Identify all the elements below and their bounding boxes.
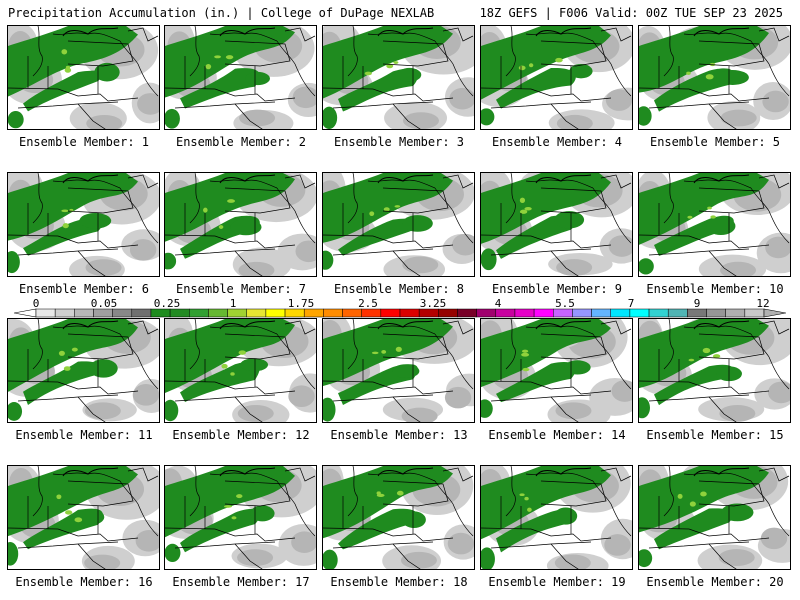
ensemble-member-label: Ensemble Member: 8 [333, 282, 465, 296]
precipitation-colorbar [14, 308, 786, 318]
ensemble-member-label: Ensemble Member: 3 [333, 135, 465, 149]
ensemble-member-map [480, 172, 633, 277]
ensemble-member-map [638, 318, 791, 423]
colorbar-segment [265, 308, 286, 318]
colorbar-segment [189, 308, 209, 318]
colorbar-segment [74, 308, 94, 318]
colorbar-segment [687, 308, 707, 318]
colorbar-segment [169, 308, 190, 318]
colorbar-tick-label: 1 [229, 297, 237, 310]
ensemble-member-map [480, 25, 633, 130]
colorbar-segment [150, 308, 171, 318]
colorbar-segment [399, 308, 420, 318]
ensemble-member-map [7, 172, 160, 277]
colorbar-segment [284, 308, 305, 318]
ensemble-member-label: Ensemble Member: 15 [646, 428, 784, 442]
ensemble-member-map [480, 318, 633, 423]
colorbar-arrow-right [763, 308, 786, 318]
ensemble-member-map [164, 318, 317, 423]
colorbar-segment [744, 308, 765, 318]
colorbar-segment [208, 308, 228, 318]
ensemble-member-label: Ensemble Member: 5 [649, 135, 781, 149]
ensemble-member-map [7, 318, 160, 423]
colorbar-tick-label: 1.75 [287, 297, 315, 310]
ensemble-member-map [638, 172, 791, 277]
colorbar-segment [610, 308, 631, 318]
map-title: Precipitation Accumulation (in.) | Colle… [8, 6, 435, 20]
ensemble-member-map [638, 465, 791, 570]
ensemble-member-label: Ensemble Member: 13 [330, 428, 468, 442]
colorbar-segment [667, 308, 688, 318]
colorbar-segment [93, 308, 113, 318]
colorbar-segment [361, 308, 382, 318]
colorbar-segment [418, 308, 439, 318]
ensemble-member-map [164, 465, 317, 570]
colorbar-segment [303, 308, 324, 318]
colorbar-tick-label: 4 [494, 297, 502, 310]
ensemble-member-label: Ensemble Member: 4 [491, 135, 623, 149]
colorbar-tick-label: 0.05 [90, 297, 118, 310]
ensemble-member-label: Ensemble Member: 11 [15, 428, 153, 442]
colorbar-segment [35, 308, 56, 318]
ensemble-member-label: Ensemble Member: 7 [175, 282, 307, 296]
ensemble-member-map [164, 172, 317, 277]
colorbar-segment [380, 308, 401, 318]
colorbar-segment [323, 308, 343, 318]
colorbar-segment [438, 308, 458, 318]
colorbar-segment [112, 308, 133, 318]
colorbar-segment [342, 308, 362, 318]
ensemble-member-label: Ensemble Member: 18 [330, 575, 468, 589]
colorbar-segment [457, 308, 477, 318]
ensemble-member-map [638, 25, 791, 130]
ensemble-member-label: Ensemble Member: 14 [488, 428, 626, 442]
colorbar-tick-label: 0.25 [153, 297, 181, 310]
colorbar-tick-label: 2.5 [358, 297, 378, 310]
colorbar-segment [591, 308, 611, 318]
ensemble-member-map [322, 25, 475, 130]
colorbar-arrow-left [14, 308, 37, 318]
ensemble-member-label: Ensemble Member: 10 [646, 282, 784, 296]
ensemble-member-map [322, 172, 475, 277]
colorbar-segment [533, 308, 554, 318]
ensemble-member-map [7, 465, 160, 570]
ensemble-member-map [7, 25, 160, 130]
ensemble-member-label: Ensemble Member: 16 [15, 575, 153, 589]
colorbar-segment [227, 308, 247, 318]
colorbar-segment [54, 308, 75, 318]
ensemble-member-label: Ensemble Member: 6 [18, 282, 150, 296]
colorbar-segment [572, 308, 592, 318]
ensemble-member-label: Ensemble Member: 2 [175, 135, 307, 149]
ensemble-member-label: Ensemble Member: 20 [646, 575, 784, 589]
colorbar-segment [553, 308, 573, 318]
ensemble-member-label: Ensemble Member: 9 [491, 282, 623, 296]
ensemble-member-map [480, 465, 633, 570]
colorbar-segment [476, 308, 497, 318]
colorbar-segment [495, 308, 516, 318]
colorbar-segment [629, 308, 650, 318]
ensemble-member-map [322, 318, 475, 423]
colorbar-segment [725, 308, 746, 318]
ensemble-member-map [322, 465, 475, 570]
colorbar-tick-label: 9 [693, 297, 701, 310]
colorbar-tick-label: 3.25 [419, 297, 447, 310]
colorbar-segment [246, 308, 267, 318]
colorbar-segment [514, 308, 535, 318]
model-run-info: 18Z GEFS | F006 Valid: 00Z TUE SEP 23 20… [479, 6, 783, 20]
colorbar-segment [131, 308, 152, 318]
colorbar-tick-label: 12 [756, 297, 770, 310]
colorbar-tick-label: 7 [627, 297, 635, 310]
colorbar-segment [706, 308, 726, 318]
ensemble-member-label: Ensemble Member: 12 [172, 428, 310, 442]
ensemble-member-label: Ensemble Member: 19 [488, 575, 626, 589]
colorbar-tick-label: 0 [32, 297, 40, 310]
ensemble-member-map [164, 25, 317, 130]
colorbar-tick-label: 5.5 [555, 297, 575, 310]
colorbar-segment [648, 308, 669, 318]
ensemble-member-label: Ensemble Member: 1 [18, 135, 150, 149]
ensemble-member-label: Ensemble Member: 17 [172, 575, 310, 589]
